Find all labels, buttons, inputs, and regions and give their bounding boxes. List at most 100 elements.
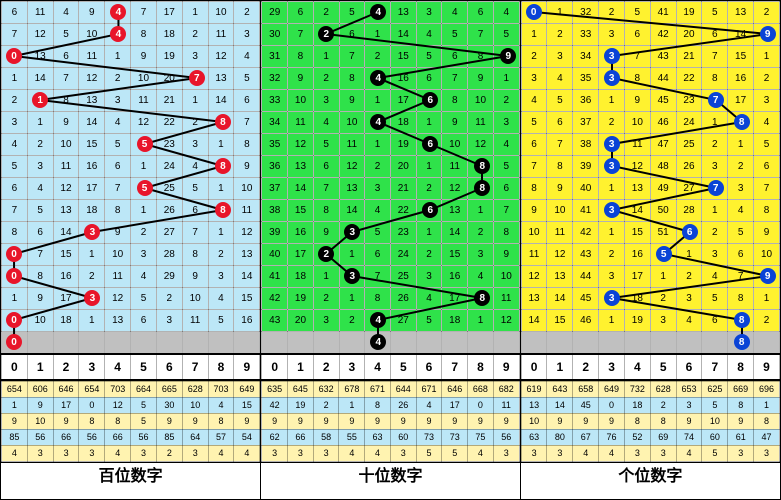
grid-cell: 1 [468,200,494,222]
grid-cell: 6 [105,156,131,178]
digit-header: 2 [313,354,339,380]
grid-cell: 34 [573,46,599,68]
grid-cell: 1 [599,178,625,200]
mark-ball: 9 [760,268,776,284]
grid-cell: 2 [599,244,625,266]
grid-cell: 12 [53,178,79,200]
grid-cell: 9 [234,156,260,178]
grid-cell: 22 [676,68,702,90]
grid-cell: 32 [262,68,288,90]
grid-cell: 15 [547,310,573,332]
stats-cell: 4 [365,445,391,461]
digit-header: 2 [53,354,79,380]
grid-cell: 14 [728,24,754,46]
grid-cell: 1 [79,310,105,332]
stats-cell: 3 [547,445,573,461]
mark-ball: 0 [526,4,542,20]
stats-cell: 73 [442,429,468,445]
grid-cell: 29 [156,266,182,288]
grid-cell: 2 [599,112,625,134]
grid-area: 2962513346430761144575318172155683292816… [261,1,519,381]
grid-cell: 10 [521,222,547,244]
stats-cell: 669 [728,381,754,397]
grid-cell: 44 [573,266,599,288]
grid-cell: 9 [105,222,131,244]
grid-cell: 39 [573,156,599,178]
grid-cell: 10 [754,244,780,266]
grid-cell: 11 [79,46,105,68]
digit-header: 6 [156,354,182,380]
mark-ball: 0 [6,246,22,262]
mark-ball: 7 [708,92,724,108]
grid-cell: 2 [754,310,780,332]
grid-cell: 18 [624,288,650,310]
stats-cell: 606 [27,381,53,397]
stats-cell: 2 [313,397,339,413]
grid-cell: 14 [547,288,573,310]
grid-cell: 8 [234,134,260,156]
grid-cell: 15 [288,200,314,222]
grid-cell: 12 [521,266,547,288]
grid-cell: 7 [288,24,314,46]
grid-cell: 8 [624,68,650,90]
grid-cell: 43 [650,46,676,68]
mark-ball: 5 [656,246,672,262]
grid-cell: 4 [416,288,442,310]
grid-cell: 41 [650,2,676,24]
stats-cell: 5 [416,445,442,461]
stats-cell: 8 [365,397,391,413]
stats-cell: 47 [754,429,780,445]
grid-cell: 2 [313,2,339,24]
grid-cell: 2 [313,288,339,310]
grid-cell: 33 [573,24,599,46]
grid-cell: 8 [365,288,391,310]
stats-cell: 8 [650,413,676,429]
grid-cell: 6 [416,68,442,90]
grid-cell: 1 [547,2,573,24]
digit-header: 9 [493,354,519,380]
grid-cell: 17 [390,90,416,112]
stats-cell: 671 [416,381,442,397]
grid-cell: 47 [650,134,676,156]
panel-title: 百位数字 [1,462,260,490]
digit-header: 7 [182,354,208,380]
digit-header: 9 [754,354,780,380]
grid-cell: 5 [234,68,260,90]
stats-cell: 56 [131,429,157,445]
grid-cell: 10 [468,90,494,112]
digit-header: 7 [702,354,728,380]
grid-cell: 4 [416,24,442,46]
grid-cell: 5 [442,24,468,46]
stats-cell: 4 [599,445,625,461]
mark-ball: 8 [734,114,750,130]
stats-cell: 671 [365,381,391,397]
grid-cell: 1 [313,46,339,68]
gray-cell [131,332,157,354]
panel-1: 2962513346430761144575318172155683292816… [261,1,520,499]
stats-cell: 9 [262,413,288,429]
grid-cell: 3 [313,90,339,112]
grid-cell: 5 [313,134,339,156]
grid-cell: 16 [234,310,260,332]
grid-cell: 35 [262,134,288,156]
grid-area: 1322541195132123336422061423347432171513… [521,1,780,381]
grid-cell: 4 [442,2,468,24]
grid-cell: 1 [521,24,547,46]
gray-cell [442,332,468,354]
grid-cell: 16 [728,68,754,90]
grid-cell: 8 [754,200,780,222]
grid-cell: 8 [105,200,131,222]
grid-cell: 7 [53,68,79,90]
stats-cell: 26 [390,397,416,413]
stats-cell: 9 [442,413,468,429]
digit-header: 6 [416,354,442,380]
stats-cell: 9 [599,413,625,429]
grid-cell: 21 [390,178,416,200]
grid-cell: 2 [754,68,780,90]
gray-cell [416,332,442,354]
stats-cell: 2 [650,397,676,413]
grid-cell: 2 [650,288,676,310]
gray-cell [702,332,728,354]
grid-cell: 10 [27,310,53,332]
grid-cell: 36 [262,156,288,178]
